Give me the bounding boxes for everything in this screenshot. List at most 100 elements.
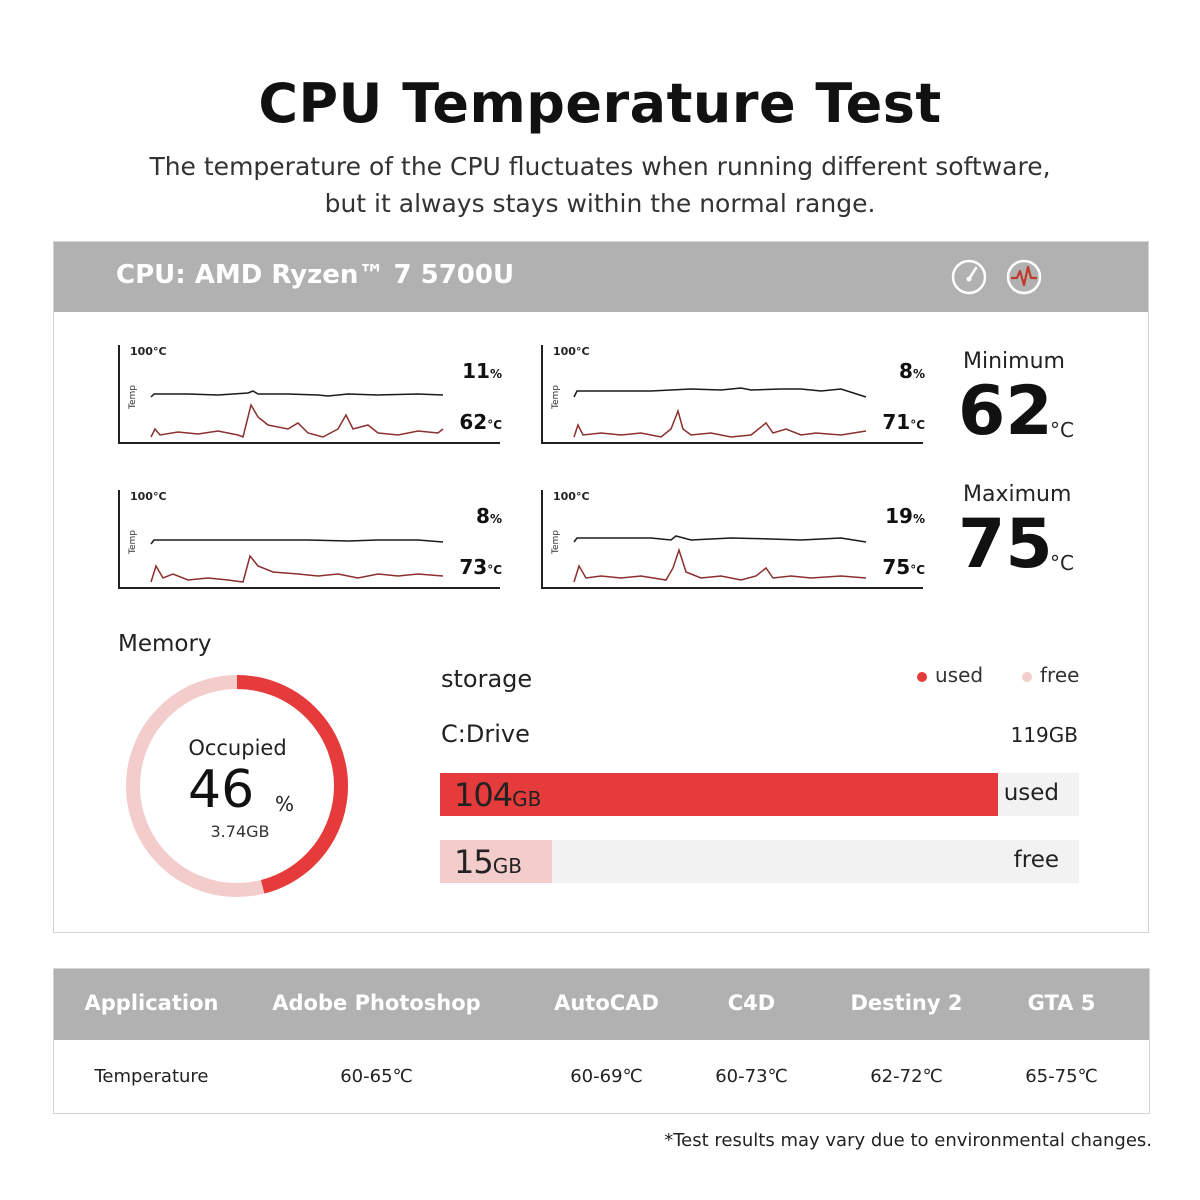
minimum-label: Minimum [963,349,1065,374]
chart-1-usage-num: 11 [462,359,490,383]
chart-1-temp: 62°C [418,410,502,434]
chart-3-plot [118,490,500,589]
chart-3-temp-unit: °C [487,563,502,577]
table-header-c4d: C4D [727,991,776,1015]
chart-3-temp-line [150,554,444,583]
drive-total: 119GB [1010,723,1078,747]
temp-chart-3: 100°C Temp 8% 73°C [118,490,503,590]
chart-4-usage: 19% [841,504,925,528]
chart-2-usage: 8% [841,359,925,383]
occupied-unit: % [275,792,295,816]
chart-1-side-label: Temp [128,385,138,409]
occupied-value: 46 [188,760,255,820]
chart-1-temp-unit: °C [487,418,502,432]
table-cell-autocad: 60-69℃ [570,1066,643,1087]
free-amount-unit: GB [492,854,522,878]
page-title: CPU Temperature Test [258,72,942,135]
chart-4-side-label: Temp [551,530,561,554]
chart-4-plot [541,490,923,589]
subtitle-line-2: but it always stays within the normal ra… [324,189,876,218]
occupied-size: 3.74GB [210,822,270,841]
chart-2-usage-num: 8 [899,359,913,383]
chart-4-top-label: 100°C [553,490,590,503]
free-bar: 15GB free [440,840,1079,883]
chart-2-axes [541,345,923,444]
free-amount-num: 15 [454,843,494,881]
chart-2-plot [541,345,923,444]
cpu-name: CPU: AMD Ryzen™ 7 5700U [116,260,515,290]
chart-3-temp-num: 73 [459,555,488,579]
chart-2-usage-line [573,387,867,398]
legend-free-dot [1022,671,1032,682]
heartbeat-icon[interactable] [1006,259,1042,295]
chart-4-usage-num: 19 [885,504,913,528]
app-temperature-table: Application Adobe Photoshop AutoCAD C4D … [53,968,1150,1114]
temp-chart-4: 100°C Temp 19% 75°C [541,490,926,590]
temp-chart-2: 100°C Temp 8% 71°C [541,345,926,445]
subtitle-line-1: The temperature of the CPU fluctuates wh… [149,152,1051,181]
chart-1-usage-unit: % [489,367,502,381]
used-amount: 104GB [454,776,541,814]
free-bar-tag: free [1013,847,1059,873]
table-header-row: Application Adobe Photoshop AutoCAD C4D … [54,969,1149,1040]
minimum-unit: °C [1050,418,1074,442]
table-header-autocad: AutoCAD [554,991,659,1015]
chart-4-temp: 75°C [841,555,925,579]
chart-3-side-label: Temp [128,530,138,554]
chart-4-axes [541,490,923,589]
chart-1-usage: 11% [418,359,502,383]
legend-used-label: used [935,663,984,687]
occupied-label: Occupied [188,736,287,760]
chart-1-temp-num: 62 [459,410,488,434]
chart-2-temp: 71°C [841,410,925,434]
chart-1-usage-line [150,390,444,398]
chart-3-usage-num: 8 [476,504,490,528]
legend-free: free [1022,663,1079,687]
used-bar: 104GB used [440,773,1079,816]
table-header-photoshop: Adobe Photoshop [272,991,481,1015]
chart-1-plot [118,345,500,444]
chart-4-usage-unit: % [912,512,925,526]
memory-label: Memory [118,631,212,657]
table-header-destiny2: Destiny 2 [850,991,963,1015]
chart-3-top-label: 100°C [130,490,167,503]
chart-3-usage-unit: % [489,512,502,526]
chart-3-temp: 73°C [418,555,502,579]
table-header-gta5: GTA 5 [1027,991,1096,1015]
chart-4-temp-unit: °C [910,563,925,577]
table-cell-destiny2: 62-72℃ [870,1066,943,1087]
memory-donut [126,675,348,897]
storage-label: storage [441,665,533,693]
footnote: *Test results may vary due to environmen… [664,1130,1152,1151]
legend-used: used [917,663,983,687]
speedometer-icon[interactable] [951,259,987,295]
maximum-unit: °C [1050,551,1074,575]
chart-1-temp-line [150,403,444,439]
used-amount-unit: GB [512,787,542,811]
chart-4-temp-line [573,547,867,583]
temp-chart-1: 100°C Temp 11% 62°C [118,345,503,445]
maximum-label: Maximum [963,482,1072,507]
minimum-value: 62 [958,372,1053,451]
memory-donut-arc [126,675,348,897]
chart-4-usage-line [573,535,867,543]
used-amount-num: 104 [454,776,513,814]
chart-2-temp-line [573,408,867,438]
panel-header: CPU: AMD Ryzen™ 7 5700U [54,242,1148,312]
table-cell-gta5: 65-75℃ [1025,1066,1098,1087]
chart-3-usage: 8% [418,504,502,528]
page-subtitle: The temperature of the CPU fluctuates wh… [0,148,1200,222]
chart-2-usage-unit: % [912,367,925,381]
table-header-application: Application [84,991,219,1015]
chart-1-top-label: 100°C [130,345,167,358]
chart-3-usage-line [150,539,444,545]
table-cell-temperature-label: Temperature [94,1066,209,1087]
chart-2-temp-num: 71 [882,410,911,434]
table-cell-c4d: 60-73℃ [715,1066,788,1087]
chart-2-temp-unit: °C [910,418,925,432]
legend-used-dot [917,671,927,682]
table-cell-photoshop: 60-65℃ [340,1066,413,1087]
chart-1-axes [118,345,500,444]
chart-2-top-label: 100°C [553,345,590,358]
used-bar-fill [440,773,998,816]
